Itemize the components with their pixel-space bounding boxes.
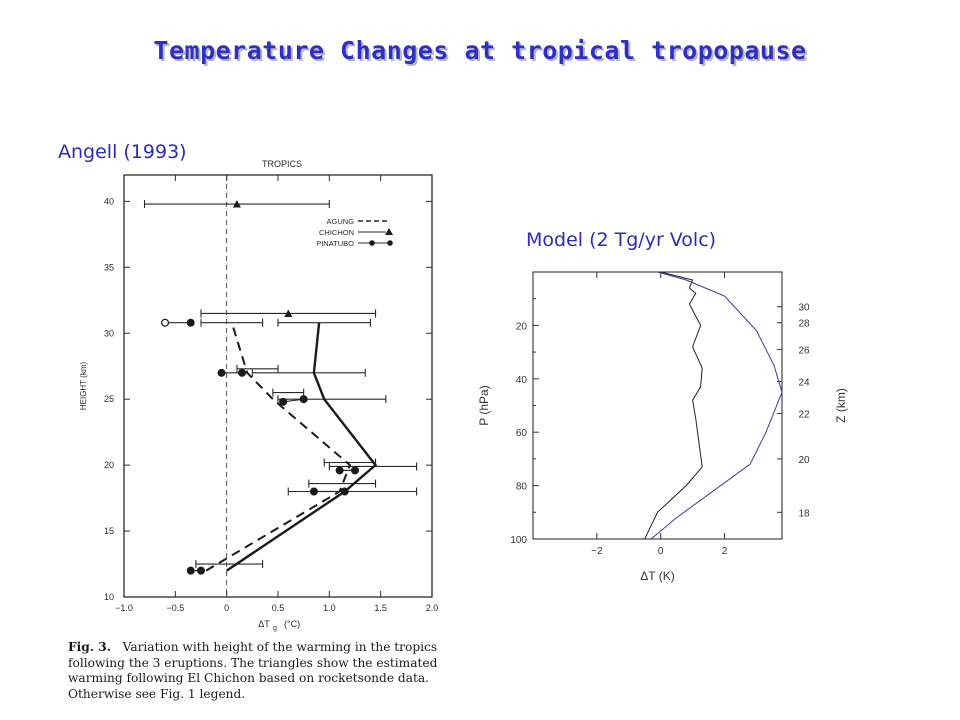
caption-figure-label: Fig. 3. bbox=[68, 640, 112, 654]
legend-marker-pinatubo bbox=[387, 240, 393, 246]
legend-label-agung: AGUNG bbox=[326, 217, 354, 226]
pinatubo-point bbox=[299, 395, 308, 404]
x-axis-label: ΔT bbox=[258, 619, 270, 629]
pinatubo-point bbox=[335, 466, 344, 475]
y-tick-label: 80 bbox=[516, 482, 528, 493]
angell-chart-label: Angell (1993) bbox=[58, 141, 187, 163]
pinatubo-point bbox=[161, 318, 170, 327]
series-line-agung bbox=[205, 322, 352, 572]
chichon-point bbox=[284, 309, 293, 317]
model-profile-line-1 bbox=[650, 271, 783, 540]
caption-line-2: following the 3 eruptions. The triangles… bbox=[68, 655, 438, 670]
x-tick-label: −1.0 bbox=[115, 603, 133, 613]
x-tick-label: 2 bbox=[722, 546, 728, 557]
pinatubo-point bbox=[197, 566, 206, 575]
plot-frame bbox=[532, 271, 783, 540]
model-chart-label: Model (2 Tg/yr Volc) bbox=[526, 229, 717, 251]
y-tick-label: 10 bbox=[104, 592, 114, 602]
x-axis-label-unit: (°C) bbox=[284, 619, 300, 629]
figure-caption: Fig. 3. Variation with height of the war… bbox=[68, 640, 458, 702]
series-line-pinatubo bbox=[226, 322, 378, 572]
y-tick-label: 40 bbox=[104, 196, 114, 206]
caption-line-1: Fig. 3. Variation with height of the war… bbox=[68, 640, 458, 656]
y-tick-label: 20 bbox=[104, 460, 114, 470]
plot-frame bbox=[123, 174, 433, 598]
x-tick-label: 1.0 bbox=[323, 603, 336, 613]
chichon-point bbox=[232, 200, 241, 208]
z-tick-label: 26 bbox=[798, 345, 810, 356]
pinatubo-point bbox=[217, 368, 226, 377]
caption-text-1: Variation with height of the warming in … bbox=[122, 640, 438, 654]
x-tick-label: 0.5 bbox=[272, 603, 285, 613]
y-tick-label: 30 bbox=[104, 328, 114, 338]
legend-marker-chichon bbox=[385, 228, 393, 235]
legend-marker-pinatubo bbox=[369, 240, 375, 246]
pinatubo-point bbox=[186, 318, 195, 327]
legend-label-chichon: CHICHON bbox=[319, 228, 354, 237]
x-axis-label-subscript: g bbox=[273, 625, 277, 632]
x-tick-label: 1.5 bbox=[374, 603, 387, 613]
z-axis-label: Z (km) bbox=[834, 388, 848, 423]
z-tick-label: 28 bbox=[798, 319, 810, 330]
z-tick-label: 20 bbox=[798, 455, 810, 466]
y-axis-label: HEIGHT (km) bbox=[79, 362, 88, 411]
y-tick-label: 100 bbox=[510, 535, 527, 546]
x-tick-label: −0.5 bbox=[166, 603, 184, 613]
slide-title: Temperature Changes at tropical tropopau… bbox=[153, 36, 807, 65]
z-tick-label: 18 bbox=[798, 508, 810, 519]
model-volcanic-chart: 20 40 60 80 100 −2 0 2 30 28 26 24 22 20 18 ΔT (K) P (hP… bbox=[477, 271, 848, 583]
pinatubo-point bbox=[238, 368, 247, 377]
pinatubo-point bbox=[186, 566, 195, 575]
x-tick-label: 2.0 bbox=[426, 603, 439, 613]
angell-tropics-chart: TROPICS 10 15 20 25 30 35 40 −1.0 −0.5 0 0.5 1.0 1.5 2… bbox=[79, 159, 439, 632]
y-tick-label: 20 bbox=[516, 321, 528, 332]
y-tick-label: 35 bbox=[104, 262, 114, 272]
pinatubo-point bbox=[279, 397, 288, 406]
y-tick-label: 25 bbox=[104, 394, 114, 404]
y-tick-label: 60 bbox=[516, 428, 528, 439]
x-tick-label: −2 bbox=[591, 546, 603, 557]
y-tick-label: 40 bbox=[516, 375, 528, 386]
pinatubo-point bbox=[340, 487, 349, 496]
y-axis-label: P (hPa) bbox=[477, 385, 491, 425]
caption-line-3: warming following El Chichon based on ro… bbox=[68, 671, 430, 685]
x-tick-label: 0 bbox=[224, 603, 229, 613]
y-tick-label: 15 bbox=[104, 526, 114, 536]
z-tick-label: 22 bbox=[798, 410, 810, 421]
x-axis-label: ΔT (K) bbox=[640, 569, 674, 583]
x-tick-label: 0 bbox=[658, 546, 664, 557]
legend-label-pinatubo: PINATUBO bbox=[316, 239, 354, 248]
pinatubo-point bbox=[351, 466, 360, 475]
z-tick-label: 30 bbox=[798, 303, 810, 314]
z-tick-label: 24 bbox=[798, 377, 810, 388]
pinatubo-point bbox=[309, 487, 318, 496]
model-profile-line-2 bbox=[644, 271, 703, 540]
chart-title: TROPICS bbox=[262, 159, 302, 169]
caption-line-4: Otherwise see Fig. 1 legend. bbox=[68, 686, 246, 701]
